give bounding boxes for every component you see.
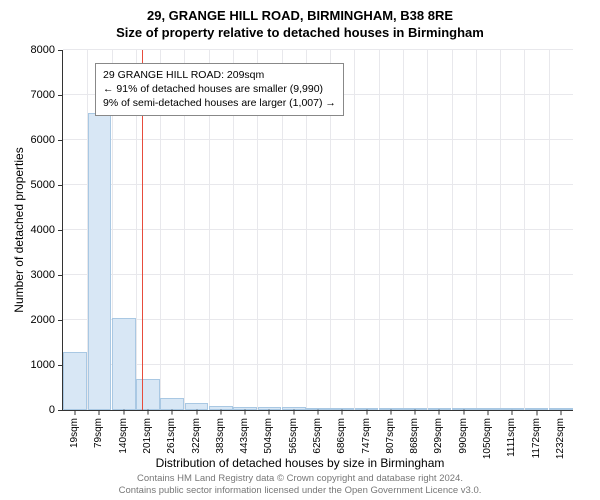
annotation-line-3: 9% of semi-detached houses are larger (1… xyxy=(103,96,336,110)
x-tick: 79sqm xyxy=(93,410,104,448)
x-tick: 807sqm xyxy=(385,410,396,454)
x-tick: 1232sqm xyxy=(555,410,566,459)
gridline-h xyxy=(63,229,573,230)
x-tick: 19sqm xyxy=(69,410,80,448)
histogram-bar xyxy=(185,403,209,410)
x-tick: 261sqm xyxy=(166,410,177,454)
histogram-bar xyxy=(112,318,136,410)
x-tick: 1172sqm xyxy=(531,410,542,458)
footer-attribution: Contains HM Land Registry data © Crown c… xyxy=(0,473,600,497)
gridline-v xyxy=(379,50,380,410)
gridline-h xyxy=(63,49,573,50)
histogram-bar xyxy=(63,352,87,411)
x-tick: 747sqm xyxy=(361,410,372,454)
x-tick: 443sqm xyxy=(239,410,250,454)
x-tick: 1111sqm xyxy=(506,410,517,457)
chart-container: 29, GRANGE HILL ROAD, BIRMINGHAM, B38 8R… xyxy=(0,0,600,500)
gridline-v xyxy=(427,50,428,410)
chart-title-main: 29, GRANGE HILL ROAD, BIRMINGHAM, B38 8R… xyxy=(0,0,600,23)
histogram-bar xyxy=(136,379,160,411)
histogram-bar xyxy=(160,398,184,410)
gridline-v xyxy=(403,50,404,410)
y-tick: 0 xyxy=(49,404,63,416)
y-tick: 6000 xyxy=(31,134,63,146)
x-tick: 990sqm xyxy=(458,410,469,454)
gridline-v xyxy=(354,50,355,410)
annotation-line-1: 29 GRANGE HILL ROAD: 209sqm xyxy=(103,68,336,82)
y-tick: 7000 xyxy=(31,89,63,101)
x-tick: 201sqm xyxy=(142,410,153,454)
y-tick: 4000 xyxy=(31,224,63,236)
footer-line-2: Contains public sector information licen… xyxy=(0,485,600,497)
x-tick: 322sqm xyxy=(191,410,202,454)
chart-title-sub: Size of property relative to detached ho… xyxy=(0,23,600,40)
footer-line-1: Contains HM Land Registry data © Crown c… xyxy=(0,473,600,485)
gridline-v xyxy=(500,50,501,410)
annotation-box: 29 GRANGE HILL ROAD: 209sqm ← 91% of det… xyxy=(95,63,344,116)
gridline-h xyxy=(63,364,573,365)
gridline-v xyxy=(476,50,477,410)
gridline-h xyxy=(63,139,573,140)
x-tick: 504sqm xyxy=(263,410,274,454)
gridline-h xyxy=(63,319,573,320)
y-tick: 1000 xyxy=(31,359,63,371)
x-tick: 929sqm xyxy=(433,410,444,454)
annotation-line-2: ← 91% of detached houses are smaller (9,… xyxy=(103,82,336,96)
x-tick: 625sqm xyxy=(312,410,323,454)
x-tick: 868sqm xyxy=(409,410,420,454)
gridline-h xyxy=(63,184,573,185)
y-tick: 2000 xyxy=(31,314,63,326)
y-tick: 3000 xyxy=(31,269,63,281)
y-tick: 5000 xyxy=(31,179,63,191)
gridline-v xyxy=(452,50,453,410)
x-tick: 383sqm xyxy=(215,410,226,454)
y-axis-label: Number of detached properties xyxy=(12,147,26,312)
x-tick: 140sqm xyxy=(118,410,129,454)
x-axis-label: Distribution of detached houses by size … xyxy=(0,456,600,470)
x-tick: 565sqm xyxy=(288,410,299,454)
gridline-h xyxy=(63,274,573,275)
x-tick: 1050sqm xyxy=(482,410,493,459)
histogram-bar xyxy=(88,113,112,410)
x-tick: 686sqm xyxy=(336,410,347,454)
gridline-v xyxy=(524,50,525,410)
gridline-v xyxy=(549,50,550,410)
y-tick: 8000 xyxy=(31,44,63,56)
